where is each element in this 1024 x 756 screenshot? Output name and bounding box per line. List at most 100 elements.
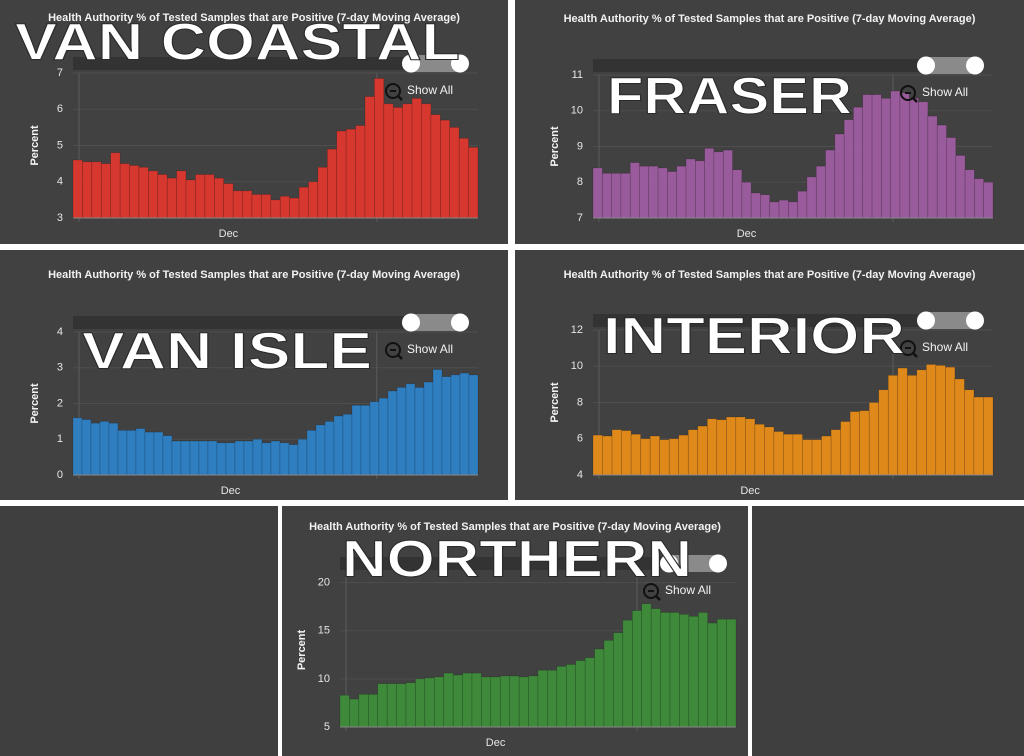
bar: [100, 163, 111, 219]
bar: [383, 103, 394, 219]
x-tick-label: Dec: [737, 228, 757, 240]
bar: [261, 194, 272, 219]
bar: [899, 92, 910, 219]
chart-panel: 0 1 2 3 4 Dec Health Authority % of Tested Sam…: [0, 250, 508, 500]
bar: [342, 413, 353, 476]
slider-handle[interactable]: [917, 56, 935, 75]
bar: [611, 173, 622, 219]
bar: [242, 190, 253, 219]
bar: [90, 422, 101, 476]
bar: [843, 119, 854, 219]
slider-handle[interactable]: [966, 311, 984, 330]
bar: [468, 147, 479, 219]
slider-handle[interactable]: [917, 311, 935, 330]
bar: [669, 612, 680, 728]
y-tick-label: 15: [318, 625, 330, 637]
y-axis-label: Percent: [29, 383, 41, 424]
bar: [679, 614, 690, 728]
y-tick-label: 6: [57, 103, 63, 115]
bar: [360, 404, 371, 476]
y-tick-label: 4: [577, 469, 583, 481]
slider-range[interactable]: [403, 314, 468, 331]
zoom-icon[interactable]: [900, 340, 916, 356]
slider-handle[interactable]: [709, 554, 727, 573]
bar: [688, 616, 699, 728]
bar: [433, 676, 445, 728]
bar: [82, 161, 93, 219]
bar: [788, 201, 798, 219]
slider-range[interactable]: [403, 55, 468, 72]
y-tick-label: 11: [572, 69, 583, 81]
bar: [926, 364, 937, 476]
zoom-icon[interactable]: [900, 85, 916, 101]
bar: [983, 181, 994, 219]
bar: [565, 664, 577, 728]
bar: [716, 419, 727, 476]
bar: [678, 434, 689, 476]
slider-handle[interactable]: [451, 313, 469, 332]
bar: [251, 194, 262, 219]
show-all-button[interactable]: Show All: [665, 583, 711, 597]
bar: [443, 672, 454, 728]
bar: [778, 199, 789, 219]
bar: [462, 672, 473, 728]
bar: [630, 433, 641, 476]
show-all-button[interactable]: Show All: [407, 83, 453, 97]
bar: [722, 149, 733, 219]
slider-handle[interactable]: [402, 54, 420, 73]
zoom-icon[interactable]: [643, 583, 659, 599]
y-axis-label: Percent: [29, 125, 41, 166]
bar: [207, 440, 218, 476]
y-axis-label: Percent: [296, 629, 308, 670]
slider-handle[interactable]: [451, 54, 469, 73]
bar: [232, 190, 243, 219]
bar: [697, 425, 708, 476]
show-all-button[interactable]: Show All: [922, 340, 968, 354]
bar: [916, 369, 927, 476]
bar: [584, 657, 595, 728]
zoom-icon[interactable]: [385, 342, 401, 358]
bar: [945, 366, 956, 476]
y-tick-label: 6: [577, 433, 583, 445]
chart-panel: 7 8 9 10 11 Dec Health Authority % of Tested S…: [515, 0, 1024, 244]
x-tick-label: Dec: [740, 485, 760, 497]
bar: [547, 669, 558, 728]
bar: [687, 429, 699, 476]
bar: [621, 430, 632, 476]
zoom-icon[interactable]: [385, 83, 401, 99]
bar: [252, 438, 263, 476]
bar: [667, 171, 678, 219]
bar: [423, 381, 434, 476]
bar: [441, 376, 452, 476]
slider-range[interactable]: [918, 312, 983, 329]
bar: [936, 124, 947, 219]
bar: [897, 367, 908, 476]
slider-range[interactable]: [918, 57, 983, 74]
bar: [279, 442, 290, 476]
bar: [396, 683, 407, 728]
bar: [760, 194, 771, 219]
y-axis-label: Percent: [549, 126, 561, 167]
bar: [821, 435, 832, 476]
bar: [126, 430, 137, 476]
bar: [955, 155, 966, 219]
bar: [640, 438, 651, 476]
bar: [471, 672, 482, 728]
bar: [449, 127, 460, 219]
slider-handle[interactable]: [660, 554, 678, 573]
bar: [355, 125, 366, 219]
slider-handle[interactable]: [966, 56, 984, 75]
bar: [450, 374, 461, 476]
bar: [402, 103, 413, 219]
bar: [918, 101, 929, 219]
bar: [964, 389, 975, 476]
slider-range[interactable]: [661, 555, 726, 572]
show-all-button[interactable]: Show All: [407, 342, 453, 356]
bar: [908, 97, 919, 219]
region-label: VAN COASTAL: [15, 14, 460, 72]
y-tick-label: 5: [57, 139, 63, 151]
bar: [620, 173, 631, 219]
show-all-button[interactable]: Show All: [922, 85, 968, 99]
slider-handle[interactable]: [402, 313, 420, 332]
bar: [935, 365, 946, 476]
